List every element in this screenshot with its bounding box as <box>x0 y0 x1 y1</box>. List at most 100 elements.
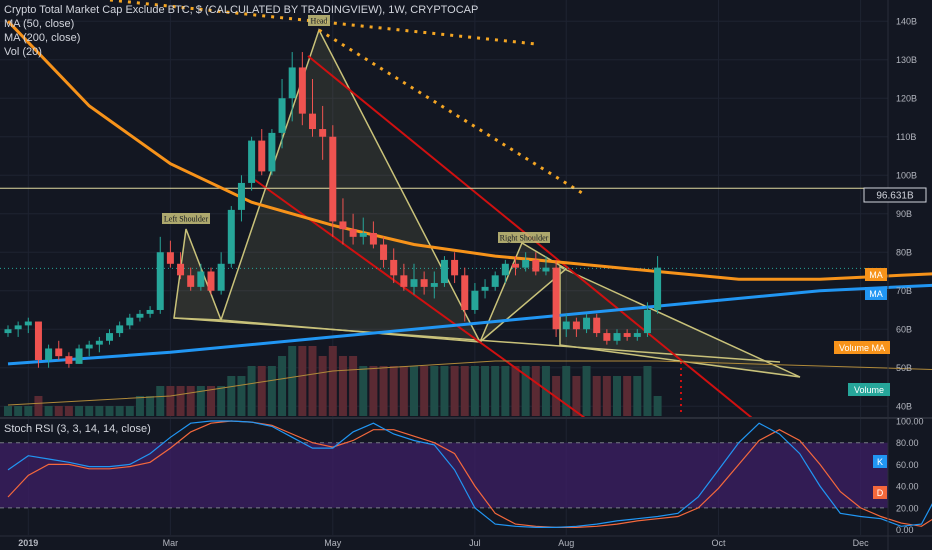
volume-bar <box>146 396 155 416</box>
pennant-triangle <box>559 265 801 378</box>
candle <box>481 279 489 299</box>
volume-bar <box>399 366 408 416</box>
volume-bar <box>196 386 205 416</box>
y-tick-label: 100B <box>896 171 917 181</box>
volume-bar <box>501 366 510 416</box>
volume-bar <box>410 366 418 416</box>
candle <box>146 306 154 318</box>
volume-bar <box>176 386 185 416</box>
svg-text:96.631B: 96.631B <box>876 191 914 202</box>
candle <box>95 336 103 353</box>
candle <box>116 321 124 337</box>
volume-bar <box>95 406 104 416</box>
ma-orange-tag: MA <box>865 268 887 281</box>
dotted-trendline-lower <box>318 28 583 195</box>
candle <box>298 52 306 126</box>
volume-bar <box>257 366 266 416</box>
volume-bar <box>623 376 632 416</box>
vol-legend[interactable]: Vol (20) <box>4 46 42 58</box>
candle <box>359 217 367 245</box>
candle <box>461 267 469 322</box>
volume-bar <box>4 406 12 416</box>
candle <box>75 344 83 364</box>
candle <box>643 302 651 337</box>
candle <box>24 317 32 334</box>
x-tick-label: Aug <box>558 538 574 548</box>
candle <box>369 221 377 249</box>
volume-bar <box>115 406 124 416</box>
volume-bar <box>389 366 398 416</box>
y-tick-label: 120B <box>896 94 917 104</box>
volume-ma-line <box>7 360 932 406</box>
candle <box>501 259 509 284</box>
moving-averages <box>6 20 932 406</box>
x-tick-label: Mar <box>163 538 179 548</box>
candle <box>552 259 560 337</box>
rsi-tick-label: 40.00 <box>896 482 919 492</box>
rsi-tick-label: 0.00 <box>896 525 914 535</box>
head-shoulders-pattern <box>173 28 801 378</box>
volume-bar <box>420 366 429 416</box>
candle <box>430 271 438 299</box>
candle <box>126 313 134 330</box>
volume-bar <box>267 366 276 416</box>
candle <box>227 206 235 268</box>
candle <box>613 329 621 345</box>
candle <box>207 267 215 295</box>
x-tick-label: Oct <box>711 538 726 548</box>
volume-bar <box>562 366 571 416</box>
candle <box>258 129 266 176</box>
volume-bar <box>349 356 358 416</box>
ma200-line <box>7 283 932 366</box>
volume-bar <box>318 356 327 416</box>
volume-bar <box>227 376 236 416</box>
candle <box>522 252 530 272</box>
candle <box>329 125 337 237</box>
y-tick-label: 60B <box>896 325 912 335</box>
volume-bar <box>156 386 165 416</box>
volume-bar <box>643 366 652 416</box>
candle <box>288 52 296 122</box>
candle <box>4 325 12 337</box>
volume-bar <box>298 346 307 416</box>
y-tick-label: 90B <box>896 209 912 219</box>
svg-text:D: D <box>877 488 884 498</box>
ma200-legend[interactable]: MA (200, close) <box>4 32 81 44</box>
candle <box>278 78 286 149</box>
candle <box>45 344 53 368</box>
volume-bar <box>105 406 114 416</box>
volume-bar <box>592 376 601 416</box>
volume-bar <box>135 396 144 416</box>
y-tick-label: 50B <box>896 363 912 373</box>
candle <box>380 236 388 268</box>
chart-title: Crypto Total Market Cap Exclude BTC, $ (… <box>4 4 479 16</box>
chart-legend: Crypto Total Market Cap Exclude BTC, $ (… <box>4 3 478 59</box>
candlesticks <box>4 52 662 368</box>
candle <box>177 252 185 280</box>
volume-bar <box>125 406 134 416</box>
ma50-legend[interactable]: MA (50, close) <box>4 18 75 30</box>
volume-bar <box>34 396 43 416</box>
volume-bar <box>166 386 175 416</box>
candle <box>390 248 398 284</box>
volume-bar <box>602 376 611 416</box>
rsi-tick-label: 100.00 <box>896 417 924 427</box>
candle <box>654 256 662 314</box>
volume-bar <box>531 366 540 416</box>
stoch-rsi-legend[interactable]: Stoch RSI (3, 3, 14, 14, close) <box>4 423 151 435</box>
rsi-tick-label: 60.00 <box>896 460 919 470</box>
svg-text:Left Shoulder: Left Shoulder <box>164 215 209 224</box>
volume-bar <box>359 366 368 416</box>
candle <box>136 309 144 322</box>
volume-bar <box>430 366 439 416</box>
volume-bar <box>582 366 591 416</box>
candle <box>420 271 428 295</box>
candle <box>410 263 418 295</box>
rsi-tick-label: 20.00 <box>896 503 919 513</box>
volume-bar <box>328 346 337 416</box>
volume-bar <box>44 406 53 416</box>
volume-bar <box>491 366 500 416</box>
volume-bar <box>460 366 469 416</box>
